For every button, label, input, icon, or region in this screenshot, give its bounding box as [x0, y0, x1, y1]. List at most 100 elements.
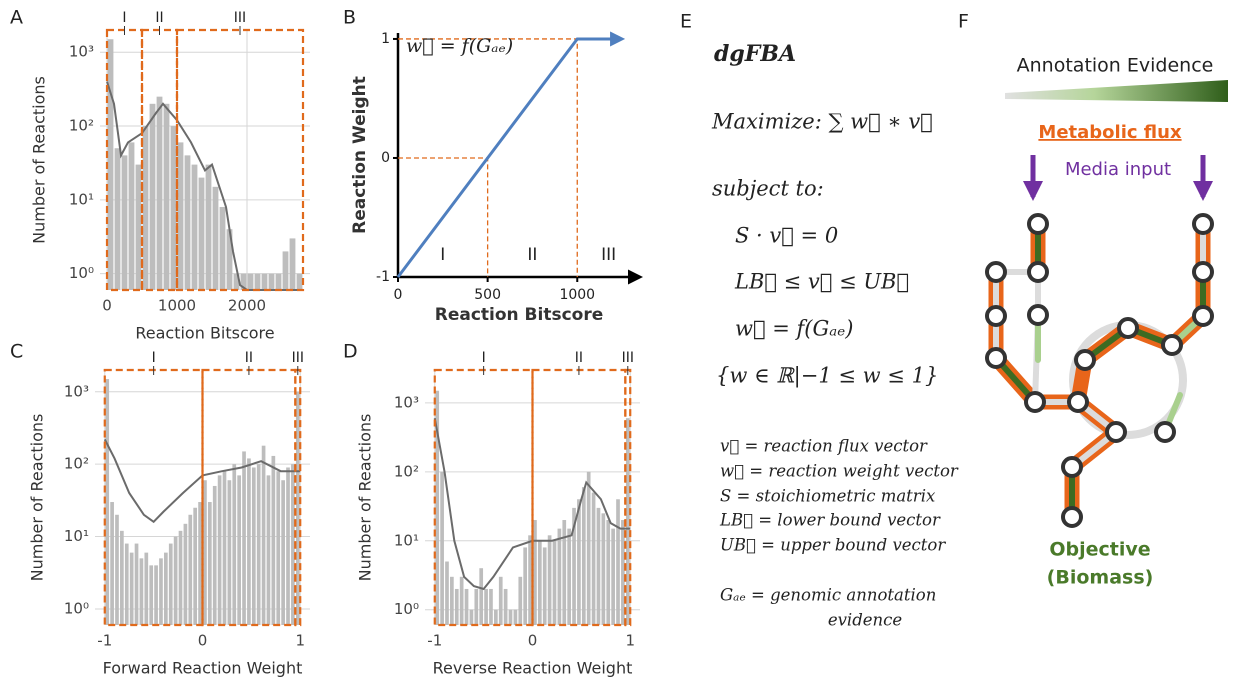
bar: [266, 475, 271, 625]
node: [985, 305, 1007, 327]
bar: [542, 547, 547, 625]
definition: Gₐₑ = genomic annotation: [720, 586, 936, 605]
bar: [282, 251, 289, 290]
bar: [547, 535, 552, 625]
bar: [149, 103, 156, 290]
bar: [276, 471, 281, 625]
node: [985, 261, 1007, 283]
bar: [129, 552, 134, 625]
bar: [489, 588, 493, 625]
bar: [144, 552, 149, 625]
bar: [523, 547, 528, 625]
bar: [222, 471, 227, 625]
bar: [217, 475, 222, 625]
x-axis-label: Reaction Bitscore: [135, 324, 274, 343]
bar: [286, 467, 290, 625]
bar: [139, 558, 144, 625]
bar: [271, 455, 276, 625]
equation: subject to:: [712, 177, 824, 201]
panel-letter: B: [343, 7, 356, 29]
bar: [205, 164, 212, 290]
definition: v⃗ = reaction flux vector: [720, 437, 928, 456]
x-tick-label: 1000: [158, 297, 196, 315]
bar: [474, 588, 479, 625]
bar: [226, 229, 233, 290]
bar: [606, 520, 611, 625]
definition: UB⃗ = upper bound vector: [720, 536, 946, 555]
region-label: I: [482, 350, 486, 366]
x-axis-label: Reaction Bitscore: [435, 305, 604, 325]
bar: [625, 418, 630, 625]
bar: [178, 530, 183, 625]
node: [1074, 349, 1096, 371]
region-label: III: [234, 10, 246, 26]
bar: [494, 609, 498, 625]
bar: [275, 273, 282, 290]
bar: [170, 126, 177, 290]
bar: [581, 487, 586, 625]
bar: [577, 499, 581, 625]
region-box: [103, 368, 204, 627]
weight-line: [396, 31, 626, 278]
y-tick-label: 10¹: [394, 531, 419, 549]
bar: [498, 576, 503, 625]
y-tick-label: 10³: [394, 393, 419, 411]
evidence-edge: [993, 221, 1206, 520]
bar: [134, 543, 139, 625]
bar: [533, 520, 537, 625]
panel-e: dgFBA Maximize: ∑ w⃗ ∗ v⃗ subject to: S …: [711, 41, 959, 630]
panel-letter: C: [10, 341, 23, 363]
bar: [212, 186, 219, 290]
bar: [115, 514, 119, 625]
node: [1027, 261, 1049, 283]
bar: [203, 480, 207, 625]
bar: [567, 528, 571, 625]
bar: [193, 507, 198, 625]
node: [1192, 213, 1214, 235]
node: [985, 347, 1007, 369]
bar: [586, 471, 591, 625]
bar: [440, 471, 444, 625]
definition: evidence: [828, 611, 903, 630]
bar: [256, 464, 261, 625]
x-tick-label: 1: [625, 632, 635, 650]
bar: [183, 523, 188, 625]
x-tick-label: 0: [528, 632, 538, 650]
evidence-gradient: [1005, 80, 1228, 102]
node: [1061, 506, 1083, 528]
node: [1024, 391, 1046, 413]
bar: [254, 273, 261, 290]
node: [1105, 421, 1127, 443]
bar: [247, 458, 251, 625]
equation: {w ∈ ℝ|−1 ≤ w ≤ 1}: [716, 364, 938, 389]
bar: [219, 206, 226, 290]
node: [1192, 261, 1214, 283]
bar: [484, 588, 488, 625]
bar: [247, 273, 254, 290]
bar: [232, 464, 237, 625]
bar: [513, 609, 518, 625]
region-label: I: [152, 350, 156, 366]
y-axis-label: Number of Reactions: [28, 414, 47, 582]
bar: [552, 540, 557, 625]
definition: S = stoichiometric matrix: [720, 487, 936, 506]
bar: [557, 528, 562, 625]
region-label: II: [527, 245, 537, 265]
bar: [177, 142, 184, 290]
region-label: III: [292, 350, 304, 366]
flux-label: Metabolic flux: [1038, 122, 1182, 143]
node: [1061, 456, 1083, 478]
x-tick-label: 0: [102, 297, 112, 315]
panel-letter: A: [10, 7, 23, 29]
node: [1067, 391, 1089, 413]
y-tick-label: 1: [381, 31, 390, 47]
bar: [164, 552, 168, 625]
bar: [261, 273, 268, 290]
bar: [154, 565, 158, 625]
bar: [114, 148, 121, 290]
bar: [124, 543, 129, 625]
y-tick-label: 10⁰: [394, 600, 419, 618]
node: [1192, 305, 1214, 327]
y-tick-label: 10²: [64, 455, 89, 473]
bar: [572, 507, 576, 625]
